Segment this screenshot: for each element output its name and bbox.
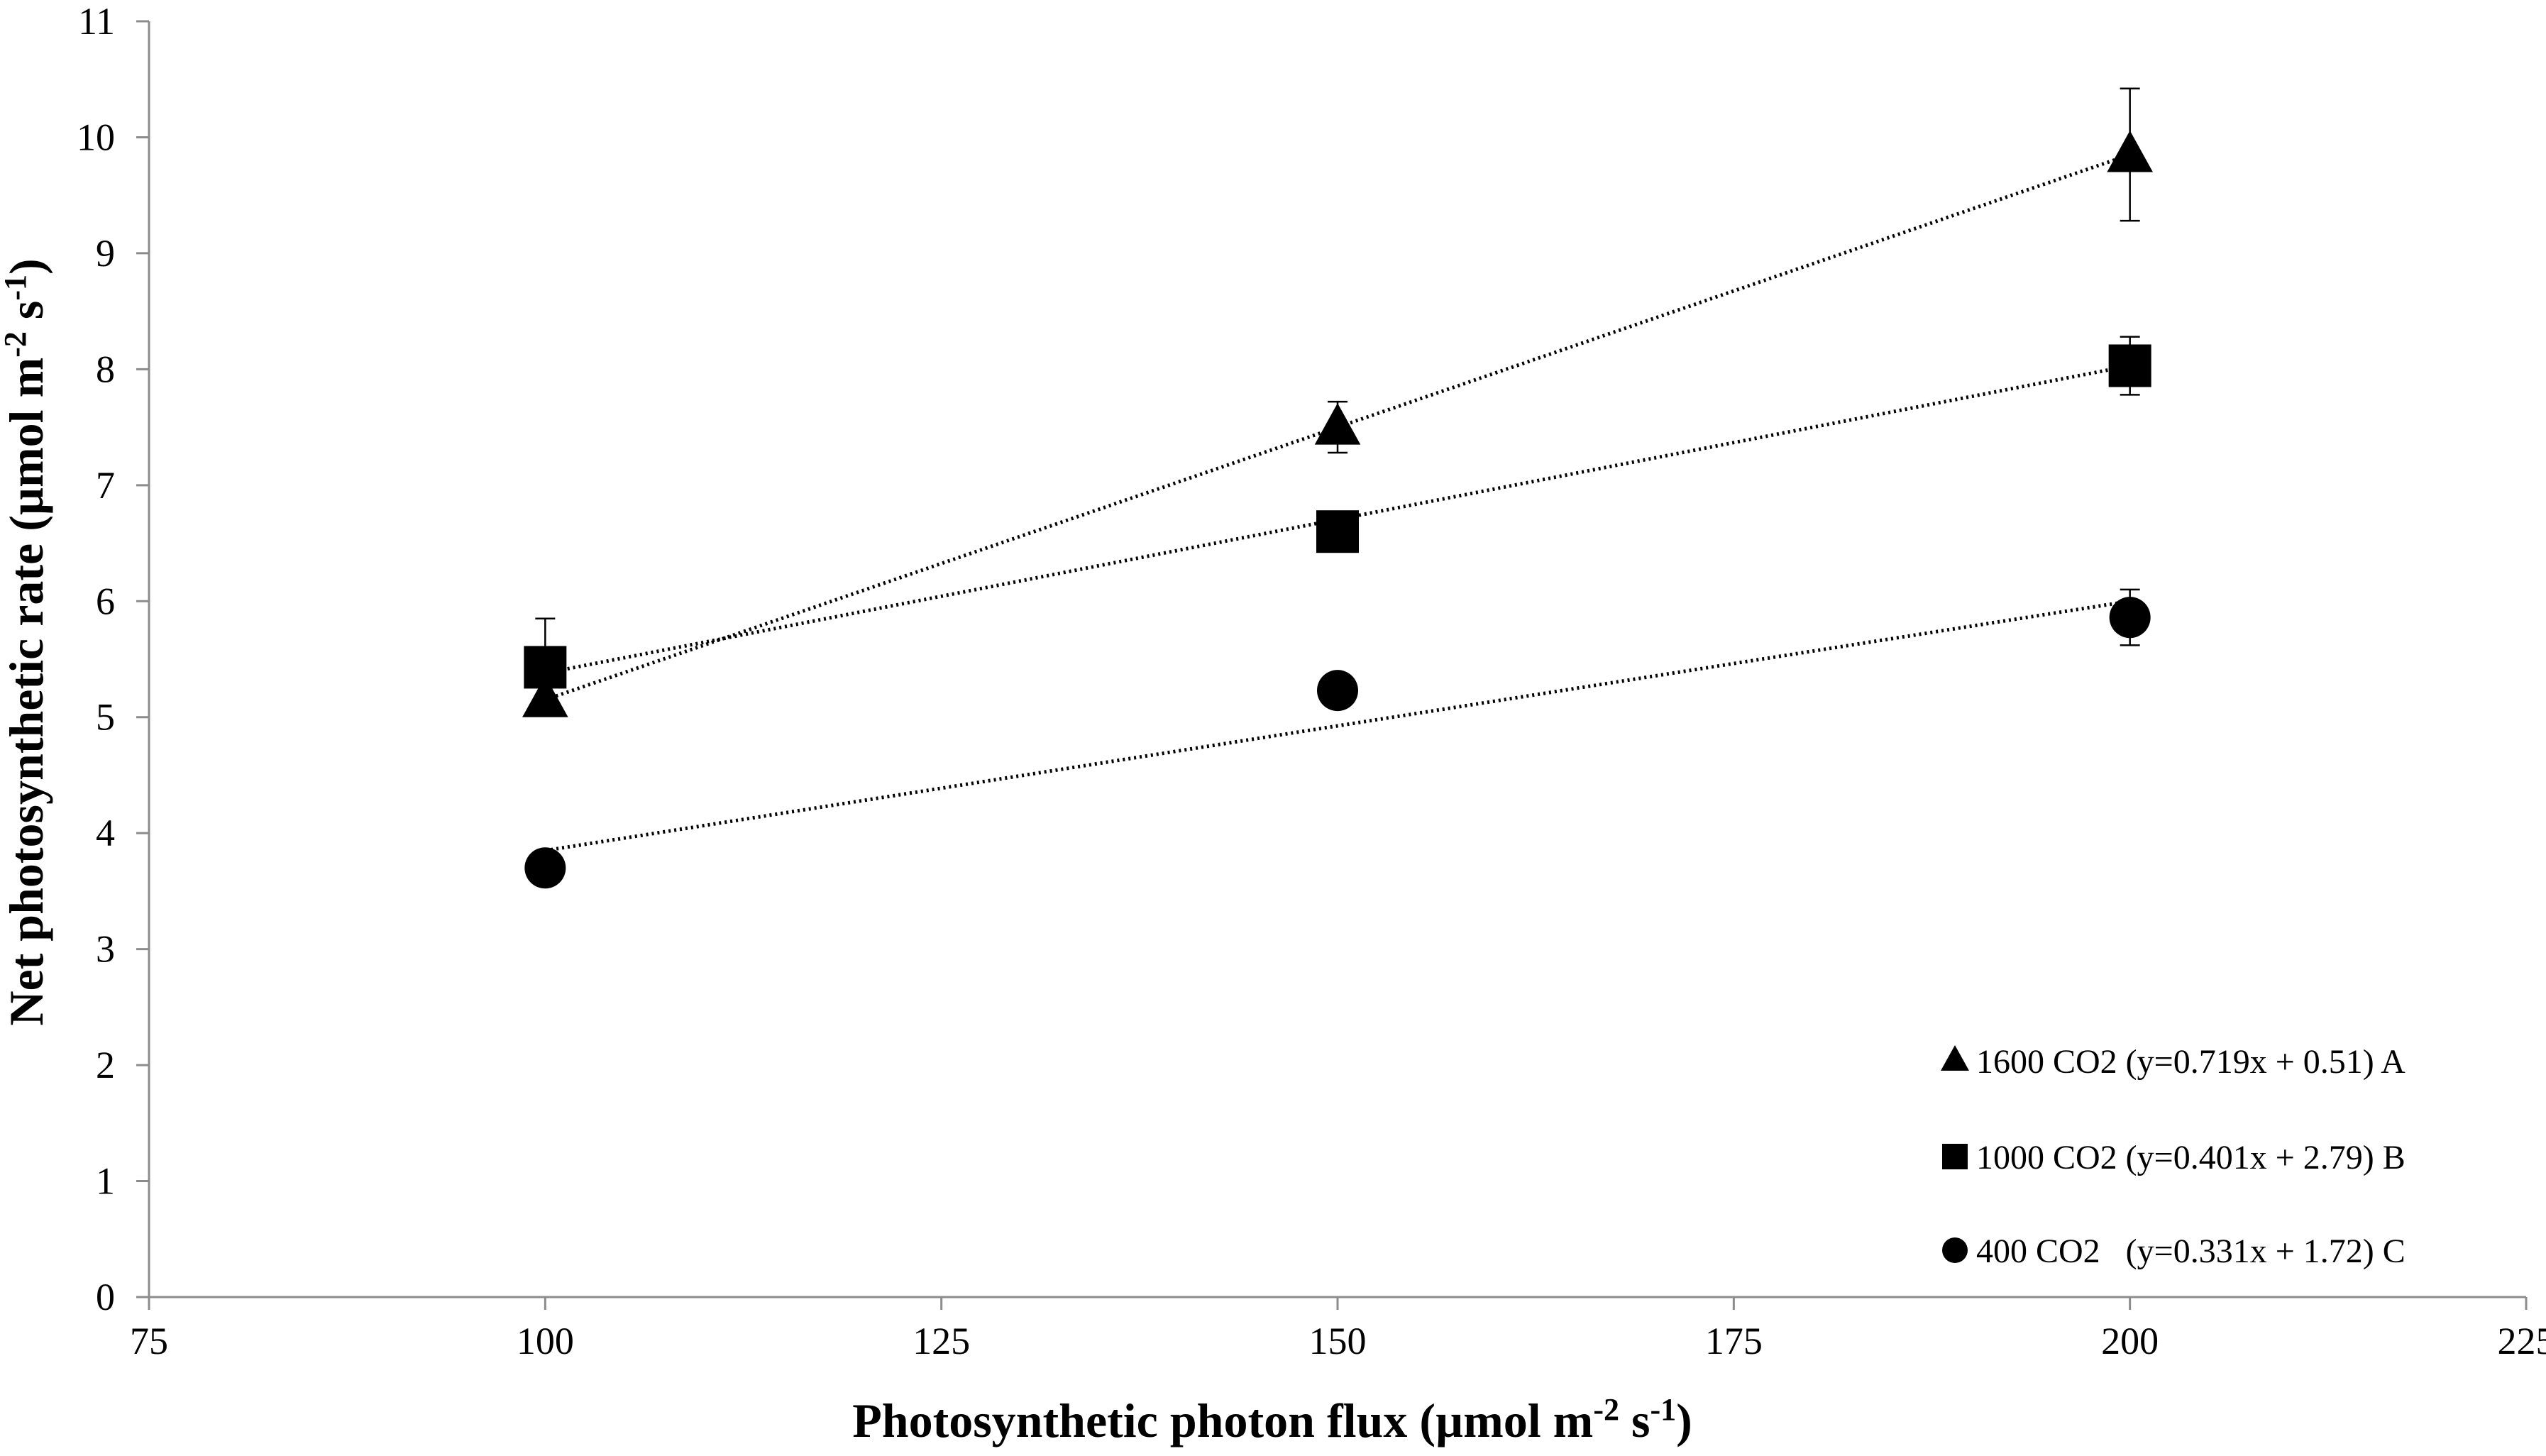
legend-circle-icon: [1942, 1237, 1968, 1263]
marker-triangle: [522, 675, 568, 717]
legend-triangle-icon: [1941, 1045, 1969, 1071]
x-tick-label: 150: [1309, 1320, 1367, 1362]
y-tick-label: 1: [96, 1160, 115, 1203]
y-axis-title: Net photosynthetic rate (µmol m-2 s-1): [0, 258, 53, 1025]
marker-circle: [2109, 597, 2151, 639]
marker-square: [2108, 344, 2151, 387]
legend-label: 1000 CO2 (y=0.401x + 2.79) B: [1976, 1139, 2406, 1176]
data-markers: [522, 130, 2153, 889]
marker-triangle: [2107, 130, 2153, 172]
x-tick-label: 200: [2101, 1320, 2159, 1362]
x-tick-label: 75: [130, 1320, 168, 1362]
marker-square: [1316, 510, 1359, 553]
x-tick-label: 100: [517, 1320, 574, 1362]
marker-circle: [1317, 670, 1358, 712]
marker-square: [524, 646, 567, 689]
y-tick-label: 11: [78, 0, 115, 43]
y-tick-label: 3: [96, 928, 115, 971]
y-tick-label: 7: [96, 464, 115, 507]
y-tick-label: 4: [96, 812, 115, 854]
x-tick-label: 175: [1705, 1320, 1763, 1362]
x-tick-label: 125: [913, 1320, 970, 1362]
trendline-triangle: [544, 153, 2131, 702]
legend-square-icon: [1942, 1144, 1968, 1169]
trendline-circle: [544, 599, 2131, 853]
y-tick-label: 5: [96, 696, 115, 739]
y-tick-label: 9: [96, 232, 115, 275]
axes: 75 100 125 150 175 200 225 0 1 2 3 4 5 6 7 8 9 10 11: [77, 0, 2546, 1362]
y-tick-label: 10: [77, 116, 115, 158]
marker-circle: [524, 847, 566, 889]
error-bars: [535, 87, 2140, 884]
y-tick-label: 2: [96, 1044, 115, 1086]
legend-label: 400 CO2 (y=0.331x + 1.72) C: [1976, 1232, 2406, 1270]
trendlines: [544, 153, 2131, 853]
y-tick-label: 0: [96, 1276, 115, 1318]
marker-triangle: [1314, 403, 1361, 445]
x-axis-title: Photosynthetic photon flux (µmol m-2 s-1…: [852, 1392, 1692, 1448]
legend: 1600 CO2 (y=0.719x + 0.51) A 1000 CO2 (y=…: [1941, 1043, 2406, 1270]
y-tick-label: 8: [96, 348, 115, 390]
x-tick-label: 225: [2498, 1320, 2546, 1362]
y-tick-label: 6: [96, 580, 115, 622]
legend-label: 1600 CO2 (y=0.719x + 0.51) A: [1976, 1043, 2406, 1081]
